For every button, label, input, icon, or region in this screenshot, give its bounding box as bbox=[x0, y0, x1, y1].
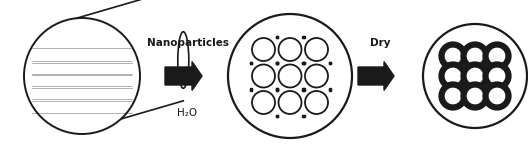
Text: H₂O: H₂O bbox=[177, 108, 197, 118]
Circle shape bbox=[486, 45, 508, 68]
Circle shape bbox=[464, 45, 486, 68]
Circle shape bbox=[24, 18, 140, 134]
Circle shape bbox=[114, 86, 128, 101]
Circle shape bbox=[103, 99, 118, 113]
Circle shape bbox=[103, 48, 118, 63]
FancyArrow shape bbox=[165, 62, 202, 90]
Circle shape bbox=[82, 74, 96, 88]
Circle shape bbox=[228, 14, 352, 138]
Circle shape bbox=[82, 48, 96, 63]
Circle shape bbox=[441, 64, 465, 87]
Circle shape bbox=[486, 64, 508, 87]
Circle shape bbox=[486, 84, 508, 108]
Circle shape bbox=[252, 91, 275, 114]
Circle shape bbox=[305, 64, 328, 87]
Circle shape bbox=[39, 74, 53, 88]
Circle shape bbox=[71, 61, 85, 75]
Circle shape bbox=[252, 64, 275, 87]
Circle shape bbox=[278, 91, 301, 114]
Circle shape bbox=[39, 48, 53, 63]
FancyArrow shape bbox=[358, 62, 394, 90]
Circle shape bbox=[60, 48, 74, 63]
Circle shape bbox=[92, 86, 107, 101]
Circle shape bbox=[39, 99, 53, 113]
Circle shape bbox=[305, 38, 328, 61]
Circle shape bbox=[305, 91, 328, 114]
Circle shape bbox=[60, 74, 74, 88]
Text: Dry: Dry bbox=[370, 38, 390, 48]
Circle shape bbox=[60, 99, 74, 113]
Circle shape bbox=[278, 64, 301, 87]
Circle shape bbox=[92, 61, 107, 75]
Circle shape bbox=[49, 61, 64, 75]
Circle shape bbox=[252, 38, 275, 61]
Circle shape bbox=[441, 84, 465, 108]
Circle shape bbox=[103, 74, 118, 88]
Text: Nanoparticles: Nanoparticles bbox=[146, 38, 229, 48]
Circle shape bbox=[423, 24, 527, 128]
Circle shape bbox=[82, 99, 96, 113]
Circle shape bbox=[464, 64, 486, 87]
Circle shape bbox=[441, 45, 465, 68]
Circle shape bbox=[71, 86, 85, 101]
Circle shape bbox=[464, 84, 486, 108]
Circle shape bbox=[278, 38, 301, 61]
Circle shape bbox=[49, 86, 64, 101]
